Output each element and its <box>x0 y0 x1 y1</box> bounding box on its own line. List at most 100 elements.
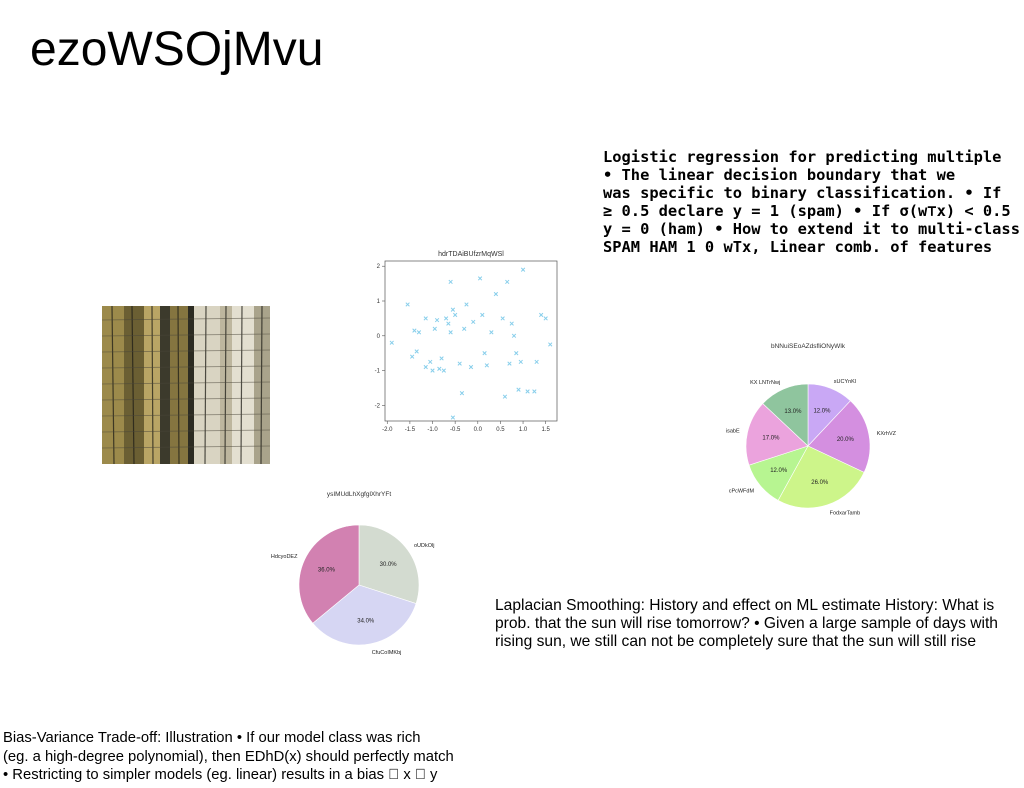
scatter-point <box>434 317 440 323</box>
y-tick-label: 2 <box>377 264 381 270</box>
scatter-point <box>477 276 483 281</box>
scatter-point <box>428 359 433 365</box>
pie-pct-label: 34.0% <box>357 618 375 624</box>
scatter-point <box>405 302 410 307</box>
point-stroke <box>459 391 465 396</box>
point-stroke <box>480 312 485 318</box>
scatter-point <box>548 342 553 347</box>
point-stroke <box>405 302 410 307</box>
pie-label: KX LNTrNwj <box>750 380 780 386</box>
pie-chart-1: bNNuiSEoAZdsfliONyWlk 12.0% sUCYnKl 20.0% KX… <box>710 338 930 543</box>
scatter-point <box>450 307 456 312</box>
scatter-point <box>389 340 394 345</box>
point-stroke <box>450 307 456 312</box>
point-stroke <box>532 389 537 394</box>
scatter-point <box>412 328 417 333</box>
slide-title: ezoWSOjMvu <box>30 23 324 76</box>
pie-label: sUCYnKl <box>834 379 856 385</box>
pie-label: isabE <box>726 429 740 435</box>
scatter-point <box>464 302 469 307</box>
scatter-point <box>507 361 512 366</box>
scatter-point <box>471 319 476 325</box>
point-stroke <box>518 359 523 365</box>
point-stroke <box>507 361 512 366</box>
pie-slice <box>358 524 420 604</box>
scatter-point <box>439 356 444 361</box>
pie-pct-label: 36.0% <box>318 568 336 574</box>
point-stroke <box>505 279 510 285</box>
scatter-point <box>525 389 530 394</box>
laplacian-smoothing-text: Laplacian Smoothing: History and effect … <box>495 597 998 650</box>
scatter-point <box>450 415 456 420</box>
x-tick-label: -0.5 <box>450 427 461 433</box>
scatter-chart: hdrTDAiBUfzrMqWSl -2.0 -1.5 -1.0 -0.5 0.0 0.5 1… <box>365 245 565 435</box>
pie-pct-label: 17.0% <box>762 436 780 442</box>
scatter-point <box>505 279 510 285</box>
scatter-point <box>416 330 422 335</box>
building-facade-image <box>102 306 270 464</box>
point-stroke <box>430 368 435 373</box>
x-tick-label: -1.0 <box>427 427 438 433</box>
scatter-point <box>520 267 526 272</box>
scatter-point <box>423 316 428 321</box>
point-stroke <box>457 361 462 366</box>
pie-pct-label: 12.0% <box>770 468 788 474</box>
scatter-point <box>482 351 487 356</box>
bias-variance-text: Bias-Variance Trade-off: Illustration • … <box>3 730 454 783</box>
point-stroke <box>502 394 508 399</box>
point-stroke <box>446 321 451 326</box>
point-stroke <box>462 326 467 331</box>
point-stroke <box>428 359 433 365</box>
pie-label: cPcWFdM <box>729 489 755 495</box>
scatter-plot-svg: hdrTDAiBUfzrMqWSl -2.0 -1.5 -1.0 -0.5 0.0 0.5 1… <box>375 251 558 433</box>
point-stroke <box>389 340 394 345</box>
y-tick-label: -2 <box>375 403 381 409</box>
pie-pct-label: 26.0% <box>811 480 829 486</box>
pie-slice <box>312 584 417 646</box>
point-stroke <box>439 356 444 361</box>
scatter-point <box>468 364 474 370</box>
point-stroke <box>450 415 456 420</box>
pie-label: oUDkOlj <box>414 543 434 549</box>
pie-slice <box>745 403 809 466</box>
scatter-point <box>489 330 494 335</box>
scatter-point <box>414 349 419 354</box>
point-stroke <box>500 316 505 321</box>
pie-label: FodxarTamb <box>830 511 861 517</box>
pie-label: HdcyoDEZ <box>271 554 298 560</box>
point-stroke <box>493 291 499 297</box>
scatter-point <box>453 312 458 318</box>
building-photo <box>102 306 270 464</box>
scatter-point <box>441 368 446 373</box>
scatter-point <box>502 394 508 399</box>
y-tick-label: 1 <box>377 299 381 305</box>
point-stroke <box>448 330 453 335</box>
point-stroke <box>514 351 519 356</box>
scatter-point <box>448 330 453 335</box>
point-stroke <box>543 316 548 321</box>
point-stroke <box>448 279 453 285</box>
scatter-point <box>493 291 499 297</box>
x-tick-label: 0.0 <box>474 427 483 433</box>
point-stroke <box>489 330 494 335</box>
point-stroke <box>416 330 422 335</box>
pie-chart-1-svg: bNNuiSEoAZdsfliONyWlk 12.0% sUCYnKl 20.0% KX… <box>726 343 897 517</box>
point-stroke <box>432 326 437 331</box>
pie-pct-label: 30.0% <box>380 562 398 568</box>
scatter-point <box>459 391 465 396</box>
point-stroke <box>471 319 476 325</box>
scatter-point <box>484 363 489 368</box>
scatter-point <box>518 359 523 365</box>
point-stroke <box>414 349 419 354</box>
pie-title: ysIMUdLhXgfglXhrYFt <box>327 491 391 498</box>
scatter-point <box>516 387 521 392</box>
scatter-point <box>534 359 539 365</box>
chart-title: hdrTDAiBUfzrMqWSl <box>438 251 504 258</box>
pie-chart-2-svg: ysIMUdLhXgfglXhrYFt 30.0% oUDkOlj 34.0% CfuC… <box>271 491 435 656</box>
scatter-point <box>423 364 428 370</box>
x-tick-label: 1.5 <box>542 427 551 433</box>
pie-slice <box>298 524 360 624</box>
point-stroke <box>464 302 469 307</box>
point-stroke <box>437 366 442 371</box>
point-stroke <box>520 267 526 272</box>
